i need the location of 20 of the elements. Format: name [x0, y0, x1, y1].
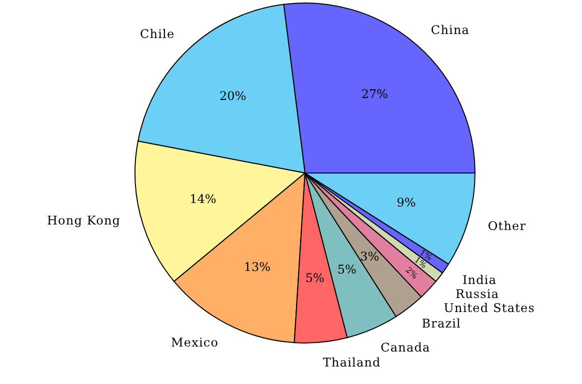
- slice-label: Canada: [380, 340, 430, 355]
- slice-label: Hong Kong: [46, 213, 121, 228]
- slice-label: Russia: [455, 287, 500, 302]
- data-label: 3%: [360, 249, 380, 264]
- slice-label: China: [430, 23, 470, 38]
- slice-label: Brazil: [422, 316, 462, 330]
- data-label: 9%: [396, 195, 416, 210]
- slice-label: Other: [488, 219, 526, 234]
- slice-label: United States: [444, 301, 535, 316]
- data-label: 27%: [361, 86, 388, 101]
- slice-label: Thailand: [322, 356, 381, 370]
- data-label: 13%: [244, 260, 270, 274]
- data-label: 2%: [404, 265, 420, 281]
- slice-label: India: [462, 273, 497, 288]
- slice-label: Chile: [140, 27, 175, 42]
- data-label: 14%: [190, 192, 216, 206]
- slice-label: Mexico: [171, 336, 219, 350]
- data-label: 5%: [305, 270, 324, 285]
- data-label: 20%: [220, 89, 246, 104]
- data-label: 5%: [337, 262, 356, 277]
